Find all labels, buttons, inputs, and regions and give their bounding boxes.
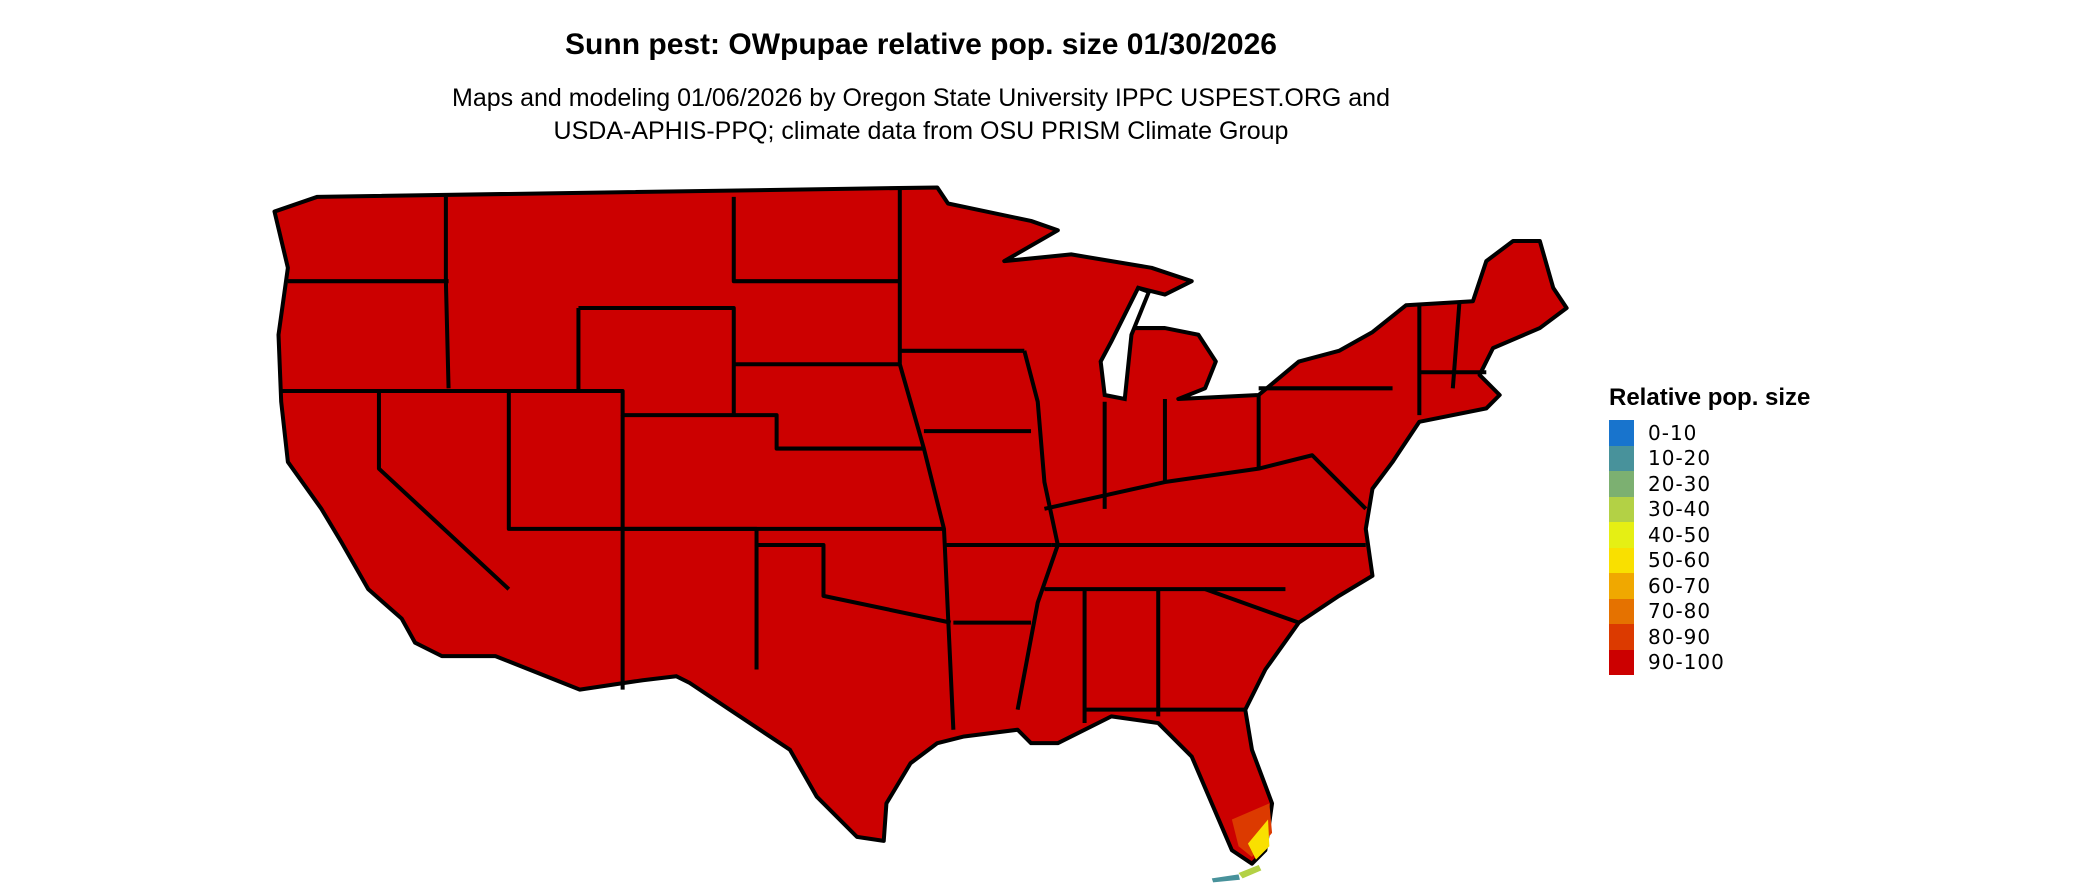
legend-label: 90-100 — [1648, 650, 1725, 675]
state-borders — [281, 187, 1487, 730]
legend-label: 10-20 — [1648, 446, 1712, 471]
legend-item: 10-20 — [1609, 445, 1810, 471]
legend-item: 80-90 — [1609, 624, 1810, 650]
legend-swatch — [1609, 624, 1634, 650]
legend-item: 20-30 — [1609, 471, 1810, 497]
legend-item: 90-100 — [1609, 649, 1810, 675]
us-outline — [272, 185, 1569, 866]
map-subtitle-line-2: USDA-APHIS-PPQ; climate data from OSU PR… — [553, 117, 1289, 145]
lake-michigan — [1098, 285, 1152, 402]
legend-swatch — [1609, 471, 1634, 497]
legend-swatch — [1609, 420, 1634, 446]
florida-50-60-zone — [1247, 819, 1270, 860]
legend-item: 70-80 — [1609, 598, 1810, 624]
legend-swatch — [1609, 649, 1634, 675]
legend-label: 0-10 — [1648, 420, 1698, 445]
legend-item: 0-10 — [1609, 420, 1810, 446]
legend-label: 80-90 — [1648, 624, 1712, 649]
legend-item: 60-70 — [1609, 573, 1810, 599]
legend-label: 60-70 — [1648, 573, 1712, 598]
legend-item: 40-50 — [1609, 522, 1810, 548]
florida-keys-30-40 — [1238, 864, 1262, 879]
legend-label: 70-80 — [1648, 599, 1712, 624]
legend-title: Relative pop. size — [1609, 384, 1811, 411]
map-subtitle-line-1: Maps and modeling 01/06/2026 by Oregon S… — [452, 84, 1390, 112]
legend-label: 20-30 — [1648, 471, 1712, 496]
legend-swatch — [1609, 573, 1634, 599]
legend-item: 30-40 — [1609, 496, 1810, 522]
map-title: Sunn pest: OWpupae relative pop. size 01… — [565, 28, 1277, 61]
legend-swatch — [1609, 445, 1634, 471]
legend-swatch — [1609, 496, 1634, 522]
legend-swatch — [1609, 547, 1634, 573]
legend-swatch — [1609, 598, 1634, 624]
legend-label: 40-50 — [1648, 522, 1712, 547]
legend: Relative pop. size 0-10 10-20 20-30 30-40 40… — [1609, 384, 1810, 675]
florida-keys-10-20 — [1211, 874, 1240, 883]
legend-label: 50-60 — [1648, 548, 1712, 573]
legend-label: 30-40 — [1648, 497, 1712, 522]
legend-item: 50-60 — [1609, 547, 1810, 573]
legend-swatch — [1609, 522, 1634, 548]
